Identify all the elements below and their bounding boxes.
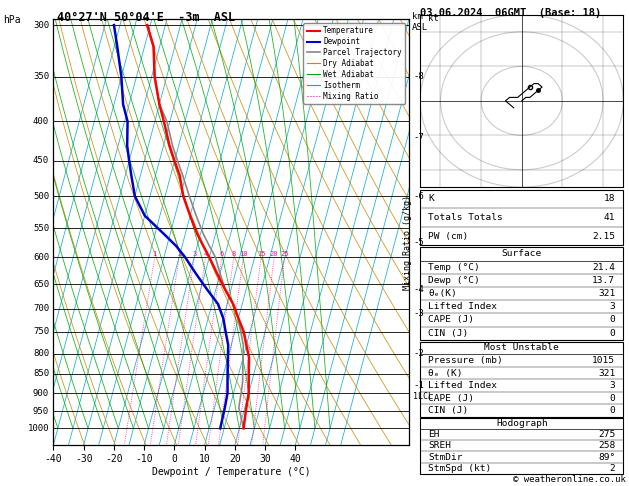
Text: θₑ(K): θₑ(K) xyxy=(428,289,457,298)
Text: -5: -5 xyxy=(413,239,424,247)
Text: Mixing Ratio (g/kg): Mixing Ratio (g/kg) xyxy=(403,195,412,291)
Text: -6: -6 xyxy=(413,191,424,201)
Text: 0: 0 xyxy=(610,315,615,325)
Text: 650: 650 xyxy=(33,279,49,289)
Text: hPa: hPa xyxy=(3,15,21,25)
Text: -3: -3 xyxy=(413,309,424,318)
Text: 300: 300 xyxy=(33,20,49,30)
Text: 1015: 1015 xyxy=(593,356,615,365)
Text: 800: 800 xyxy=(33,349,49,358)
Text: 900: 900 xyxy=(33,388,49,398)
Text: 3: 3 xyxy=(610,381,615,390)
Text: 25: 25 xyxy=(281,251,289,257)
Text: 10: 10 xyxy=(239,251,248,257)
Text: PW (cm): PW (cm) xyxy=(428,232,469,241)
Text: 2: 2 xyxy=(610,464,615,473)
Text: km
ASL: km ASL xyxy=(412,12,428,32)
Text: CIN (J): CIN (J) xyxy=(428,329,469,338)
Text: 1000: 1000 xyxy=(28,424,49,433)
Text: © weatheronline.co.uk: © weatheronline.co.uk xyxy=(513,474,626,484)
Text: 350: 350 xyxy=(33,72,49,81)
Text: K: K xyxy=(428,194,434,203)
Text: Lifted Index: Lifted Index xyxy=(428,381,498,390)
Text: 700: 700 xyxy=(33,304,49,313)
Text: 18: 18 xyxy=(604,194,615,203)
Text: -8: -8 xyxy=(413,72,424,81)
X-axis label: Dewpoint / Temperature (°C): Dewpoint / Temperature (°C) xyxy=(152,467,311,477)
Text: 0: 0 xyxy=(610,406,615,415)
Text: -2: -2 xyxy=(413,349,424,358)
Text: 850: 850 xyxy=(33,369,49,379)
Text: 950: 950 xyxy=(33,407,49,416)
Text: 1: 1 xyxy=(153,251,157,257)
Text: 0: 0 xyxy=(610,329,615,338)
Text: 6: 6 xyxy=(220,251,224,257)
Text: 275: 275 xyxy=(598,430,615,439)
Text: kt: kt xyxy=(428,15,439,23)
Text: -4: -4 xyxy=(413,285,424,294)
Text: 41: 41 xyxy=(604,213,615,222)
Text: Temp (°C): Temp (°C) xyxy=(428,262,480,272)
Text: Most Unstable: Most Unstable xyxy=(484,344,559,352)
Text: -1: -1 xyxy=(413,381,424,390)
Text: 20: 20 xyxy=(270,251,279,257)
Text: CAPE (J): CAPE (J) xyxy=(428,394,474,403)
Text: SREH: SREH xyxy=(428,441,451,451)
Text: 3: 3 xyxy=(192,251,196,257)
Text: 8: 8 xyxy=(231,251,236,257)
Text: EH: EH xyxy=(428,430,440,439)
Text: 500: 500 xyxy=(33,191,49,201)
Text: 450: 450 xyxy=(33,156,49,165)
Text: 4: 4 xyxy=(203,251,208,257)
Text: θₑ (K): θₑ (K) xyxy=(428,368,463,378)
Text: 03.06.2024  06GMT  (Base: 18): 03.06.2024 06GMT (Base: 18) xyxy=(420,8,601,18)
Text: 89°: 89° xyxy=(598,452,615,462)
Text: 2: 2 xyxy=(177,251,181,257)
Text: 1LCL: 1LCL xyxy=(413,392,433,401)
Text: CIN (J): CIN (J) xyxy=(428,406,469,415)
Text: 3: 3 xyxy=(610,302,615,311)
Text: Pressure (mb): Pressure (mb) xyxy=(428,356,503,365)
Text: 13.7: 13.7 xyxy=(593,276,615,285)
Text: Lifted Index: Lifted Index xyxy=(428,302,498,311)
Text: 550: 550 xyxy=(33,224,49,233)
Text: StmDir: StmDir xyxy=(428,452,463,462)
Text: 40°27'N 50°04'E  -3m  ASL: 40°27'N 50°04'E -3m ASL xyxy=(57,11,235,24)
Text: 321: 321 xyxy=(598,368,615,378)
Text: 15: 15 xyxy=(257,251,265,257)
Text: 2.15: 2.15 xyxy=(593,232,615,241)
Text: 258: 258 xyxy=(598,441,615,451)
Text: 21.4: 21.4 xyxy=(593,262,615,272)
Text: 400: 400 xyxy=(33,117,49,126)
Text: 750: 750 xyxy=(33,328,49,336)
Text: Dewp (°C): Dewp (°C) xyxy=(428,276,480,285)
Text: Totals Totals: Totals Totals xyxy=(428,213,503,222)
Text: StmSpd (kt): StmSpd (kt) xyxy=(428,464,491,473)
Text: -7: -7 xyxy=(413,133,424,142)
Text: Hodograph: Hodograph xyxy=(496,419,548,428)
Text: 0: 0 xyxy=(610,394,615,403)
Text: Surface: Surface xyxy=(502,249,542,259)
Text: CAPE (J): CAPE (J) xyxy=(428,315,474,325)
Text: 321: 321 xyxy=(598,289,615,298)
Text: 600: 600 xyxy=(33,253,49,262)
Legend: Temperature, Dewpoint, Parcel Trajectory, Dry Adiabat, Wet Adiabat, Isotherm, Mi: Temperature, Dewpoint, Parcel Trajectory… xyxy=(303,23,405,104)
